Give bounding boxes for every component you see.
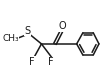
Text: F: F [49,57,54,67]
Text: O: O [58,21,66,31]
Text: S: S [24,26,31,36]
Text: CH₃: CH₃ [2,34,19,43]
Text: F: F [29,57,35,67]
